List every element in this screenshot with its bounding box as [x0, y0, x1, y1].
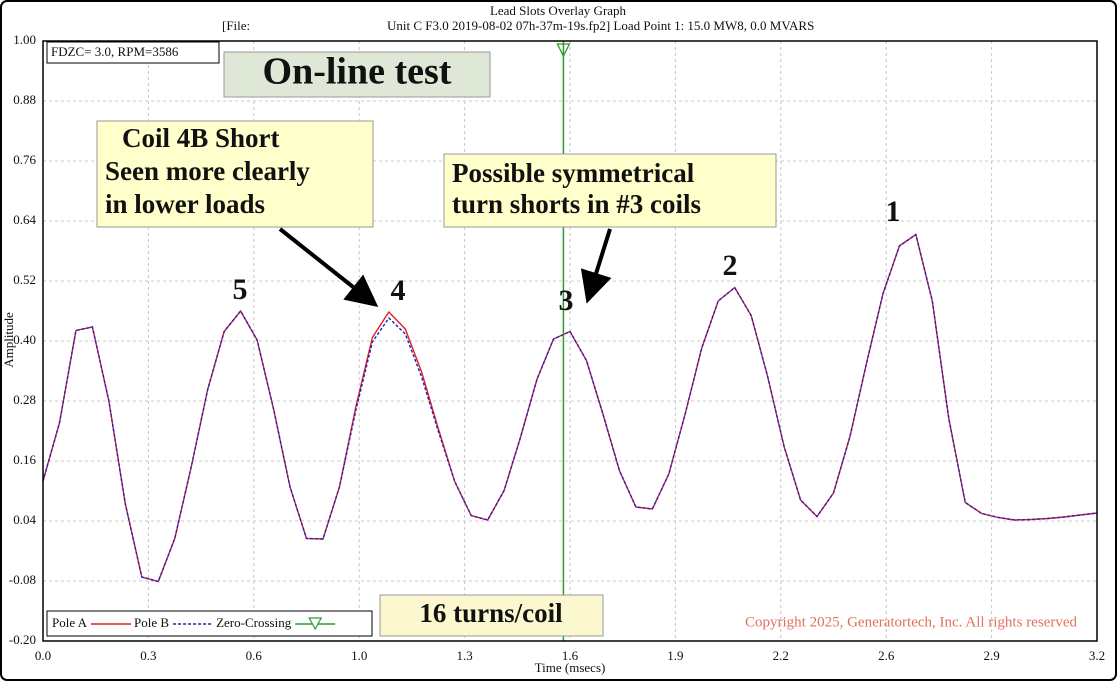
coil-note: Coil 4B Short [122, 123, 280, 153]
peak-label: 4 [391, 274, 406, 307]
file-label: [File: [222, 18, 250, 33]
legend-items: Pole A Pole B Zero-Crossing [52, 615, 336, 631]
sym-note: Possible symmetrical [452, 158, 695, 188]
y-tick-label: -0.20 [9, 632, 36, 647]
coil-note-box [96, 120, 374, 228]
y-tick-label: 0.76 [13, 152, 36, 167]
coil-note: Seen more clearly [105, 156, 310, 186]
x-tick-label: 3.2 [1089, 648, 1105, 663]
x-tick-label: 1.3 [456, 648, 472, 663]
coil-note: in lower loads [105, 189, 265, 219]
x-axis-label: Time (msecs) [535, 660, 606, 675]
peak-label: 5 [233, 273, 248, 306]
x-tick-label: 1.6 [562, 648, 579, 663]
x-tick-label: 2.9 [983, 648, 999, 663]
sym-note: turn shorts in #3 coils [452, 189, 701, 219]
x-tick-label: 0.0 [35, 648, 51, 663]
info-box [46, 41, 220, 64]
x-tick-label: 1.0 [351, 648, 367, 663]
series-line [42, 233, 1098, 583]
y-tick-label: 1.00 [13, 32, 36, 47]
peak-label: 1 [886, 195, 901, 228]
arrow [580, 228, 612, 304]
legend-label: Pole A [52, 615, 88, 630]
plot-frame [42, 40, 1098, 642]
peak-label: 2 [723, 249, 738, 282]
copyright: Copyright 2025, Generatortech, Inc. All … [745, 614, 1077, 630]
x-tick-label: 0.3 [140, 648, 156, 663]
y-tick-label: -0.08 [9, 572, 36, 587]
legend-label: Pole B [134, 615, 169, 630]
test-box [223, 51, 491, 98]
y-tick-label: 0.64 [13, 212, 36, 227]
legend-label: Zero-Crossing [216, 615, 292, 630]
x-tick-label: 2.6 [878, 648, 895, 663]
arrow [278, 227, 379, 307]
zero-crossing-marker [556, 43, 571, 58]
y-tick-label: 0.88 [13, 92, 36, 107]
test-label: On-line test [263, 51, 452, 93]
legend-swatch [308, 617, 323, 631]
y-tick-label: 0.40 [13, 332, 36, 347]
x-tick-label: 1.9 [667, 648, 683, 663]
y-axis-label: Amplitude [1, 312, 16, 368]
y-tick-label: 0.04 [13, 512, 36, 527]
y-tick-label: 0.28 [13, 392, 36, 407]
turns-box [379, 594, 604, 637]
turns-note: 16 turns/coil [419, 598, 563, 628]
sym-note-box [443, 153, 777, 228]
chart-title: Lead Slots Overlay Graph [490, 3, 627, 18]
x-tick-label: 2.2 [773, 648, 789, 663]
plot [42, 41, 1098, 641]
chart-subtitle: Unit C F3.0 2019-08-02 07h-37m-19s.fp2] … [387, 18, 814, 33]
y-tick-label: 0.52 [13, 272, 36, 287]
info-text: FDZC= 3.0, RPM=3586 [51, 44, 179, 59]
y-tick-label: 0.16 [13, 452, 36, 467]
peak-label: 3 [559, 284, 574, 317]
x-tick-label: 0.6 [246, 648, 263, 663]
